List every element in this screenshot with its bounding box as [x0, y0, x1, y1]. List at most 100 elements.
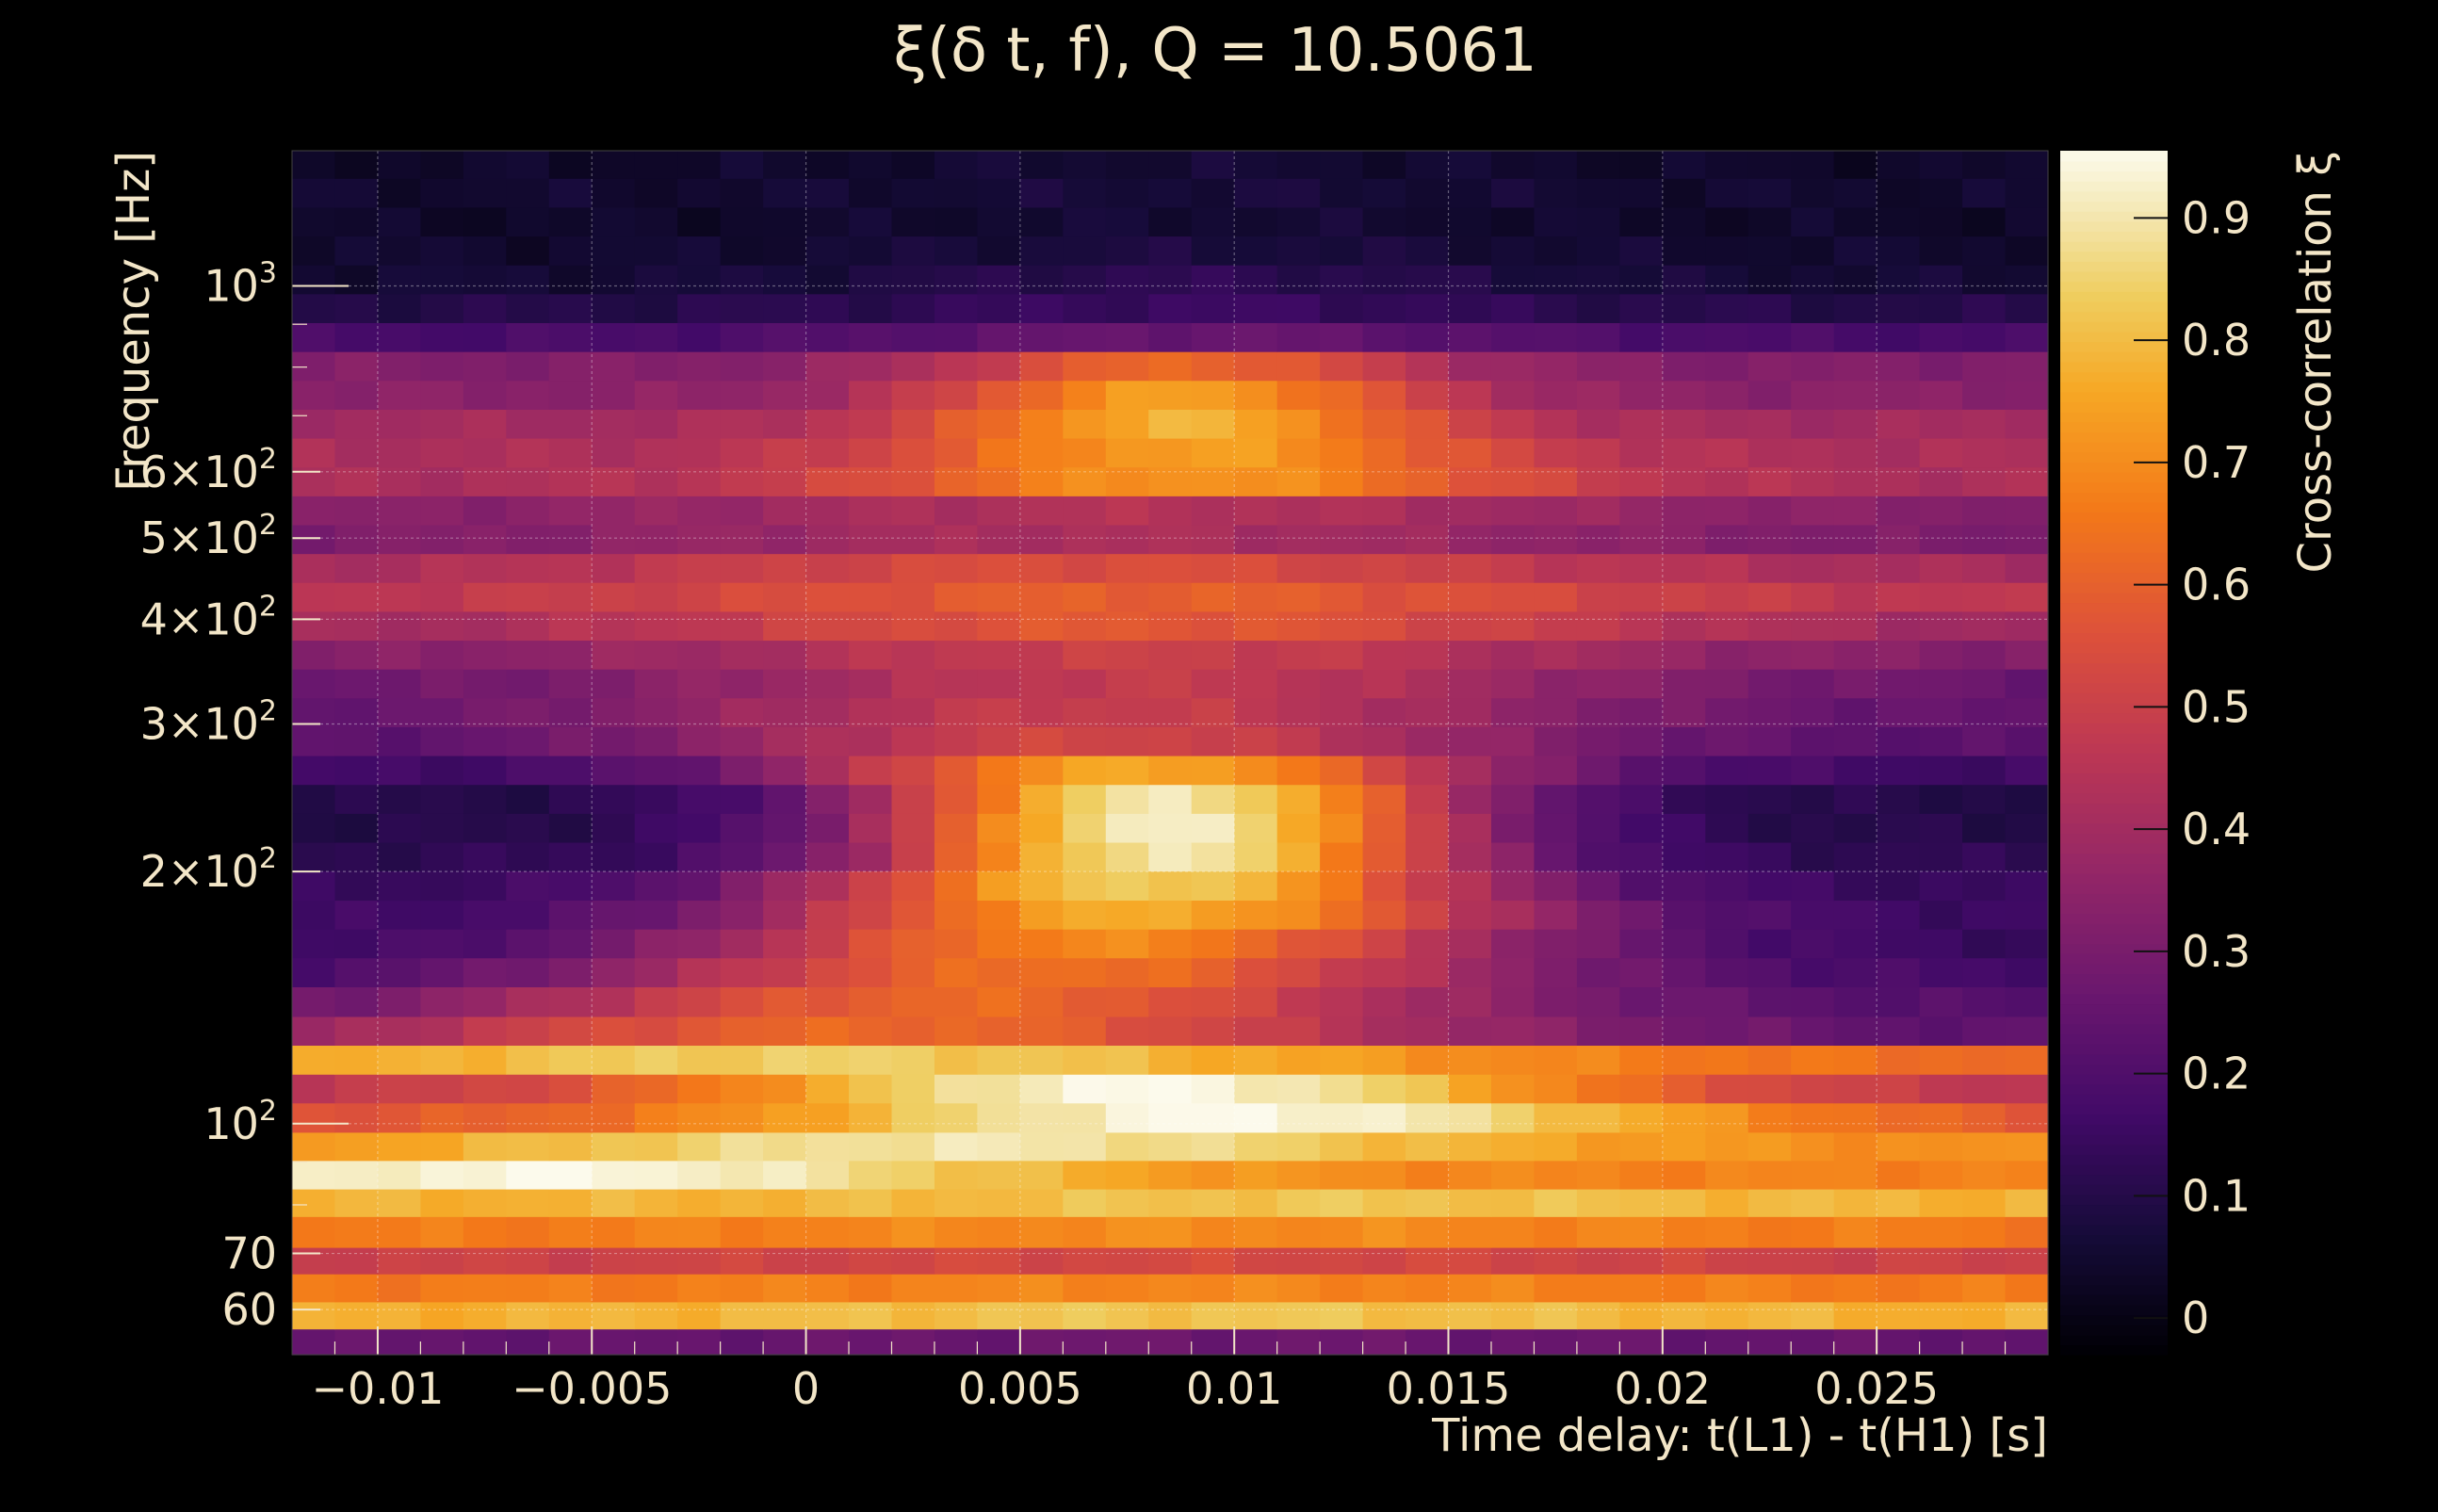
- heatmap-cell: [1619, 841, 1664, 872]
- heatmap-cell: [1191, 409, 1235, 439]
- heatmap-cell: [1490, 1188, 1536, 1217]
- heatmap-cell: [1833, 755, 1877, 786]
- heatmap-cell: [1063, 1216, 1107, 1248]
- heatmap-cell: [634, 582, 678, 612]
- heatmap-cell: [1919, 437, 1963, 468]
- heatmap-cell: [1962, 900, 2007, 930]
- heatmap-cell: [634, 351, 678, 382]
- colorbar-tick-label: 0: [2182, 1293, 2209, 1343]
- heatmap-cell: [1234, 265, 1278, 295]
- heatmap-cell: [1490, 957, 1536, 988]
- heatmap-cell: [1191, 1301, 1235, 1330]
- heatmap-cell: [1619, 466, 1664, 496]
- heatmap-cell: [1276, 813, 1321, 843]
- heatmap-cell: [805, 293, 850, 323]
- heatmap-cell: [334, 1188, 379, 1217]
- heatmap-cell: [1276, 151, 1321, 179]
- heatmap-cell: [1406, 841, 1450, 872]
- heatmap-cell: [805, 813, 850, 843]
- heatmap-cell: [763, 870, 807, 902]
- heatmap-cell: [1877, 986, 1921, 1017]
- heatmap-cell: [1019, 1301, 1064, 1330]
- heatmap-cell: [377, 697, 421, 727]
- heatmap-cell: [1148, 1016, 1193, 1047]
- colorbar-segment: [2060, 552, 2168, 563]
- heatmap-cell: [334, 1045, 379, 1075]
- heatmap-cell: [334, 610, 379, 642]
- heatmap-cell: [1705, 1074, 1749, 1104]
- heatmap-cell: [891, 841, 935, 872]
- heatmap-cell: [677, 640, 722, 670]
- heatmap-cell: [634, 726, 678, 756]
- heatmap-cell: [592, 784, 636, 814]
- heatmap-cell: [1276, 322, 1321, 352]
- heatmap-cell: [1276, 986, 1321, 1017]
- heatmap-cell: [1019, 265, 1064, 295]
- heatmap-cell: [1234, 640, 1278, 670]
- heatmap-cell: [1619, 697, 1664, 727]
- heatmap-cell: [1320, 1216, 1364, 1248]
- heatmap-cell: [548, 206, 593, 237]
- heatmap-cell: [634, 1045, 678, 1075]
- heatmap-cell: [1362, 697, 1406, 727]
- heatmap-cell: [1362, 1216, 1406, 1248]
- heatmap-cell: [592, 1016, 636, 1047]
- heatmap-cell: [1019, 1216, 1064, 1248]
- heatmap-cell: [1320, 265, 1364, 295]
- heatmap-cell: [849, 640, 893, 670]
- heatmap-cell: [1877, 957, 1921, 988]
- heatmap-cell: [1534, 929, 1578, 959]
- heatmap-cell: [2005, 1102, 2049, 1133]
- heatmap-cell: [1362, 957, 1406, 988]
- heatmap-cell: [634, 900, 678, 930]
- heatmap-cell: [463, 1131, 507, 1162]
- heatmap-cell: [420, 437, 464, 468]
- heatmap-cell: [1063, 640, 1107, 670]
- heatmap-cell: [677, 151, 722, 179]
- heatmap-cell: [1833, 236, 1877, 266]
- heatmap-cell: [592, 640, 636, 670]
- heatmap-cell: [548, 437, 593, 468]
- heatmap-cell: [292, 1328, 336, 1356]
- heatmap-cell: [1576, 1045, 1620, 1075]
- heatmap-cell: [1063, 1045, 1107, 1075]
- heatmap-cell: [1619, 1246, 1664, 1275]
- heatmap-cell: [1362, 1074, 1406, 1104]
- heatmap-cell: [977, 726, 1021, 756]
- heatmap-cell: [1877, 841, 1921, 872]
- heatmap-cell: [1148, 610, 1193, 642]
- heatmap-cell: [1448, 669, 1492, 699]
- heatmap-cell: [934, 437, 979, 468]
- colorbar-segment: [2060, 883, 2168, 894]
- heatmap-cell: [677, 380, 722, 410]
- heatmap-cell: [2005, 351, 2049, 382]
- heatmap-cell: [1234, 726, 1278, 756]
- heatmap-cell: [849, 957, 893, 988]
- heatmap-cell: [1877, 466, 1921, 496]
- heatmap-cell: [1320, 1301, 1364, 1330]
- heatmap-cell: [1919, 1274, 1963, 1303]
- heatmap-cell: [548, 409, 593, 439]
- heatmap-cell: [634, 870, 678, 902]
- heatmap-cell: [1877, 1328, 1921, 1356]
- heatmap-cell: [677, 1216, 722, 1248]
- heatmap-cell: [891, 1016, 935, 1047]
- heatmap-cell: [1063, 1328, 1107, 1356]
- heatmap-cell: [977, 553, 1021, 583]
- heatmap-cell: [1448, 1131, 1492, 1162]
- heatmap-cell: [849, 380, 893, 410]
- heatmap-cell: [934, 986, 979, 1017]
- heatmap-cell: [1791, 437, 1835, 468]
- heatmap-cell: [377, 293, 421, 323]
- heatmap-cell: [763, 322, 807, 352]
- heatmap-cell: [2005, 1246, 2049, 1275]
- heatmap-cell: [377, 1131, 421, 1162]
- heatmap-cell: [977, 582, 1021, 612]
- heatmap-cell: [1063, 466, 1107, 496]
- heatmap-cell: [1534, 640, 1578, 670]
- heatmap-cell: [1919, 1102, 1963, 1133]
- heatmap-cell: [463, 986, 507, 1017]
- heatmap-cell: [420, 178, 464, 208]
- heatmap-cell: [292, 1246, 336, 1275]
- heatmap-cell: [677, 1045, 722, 1075]
